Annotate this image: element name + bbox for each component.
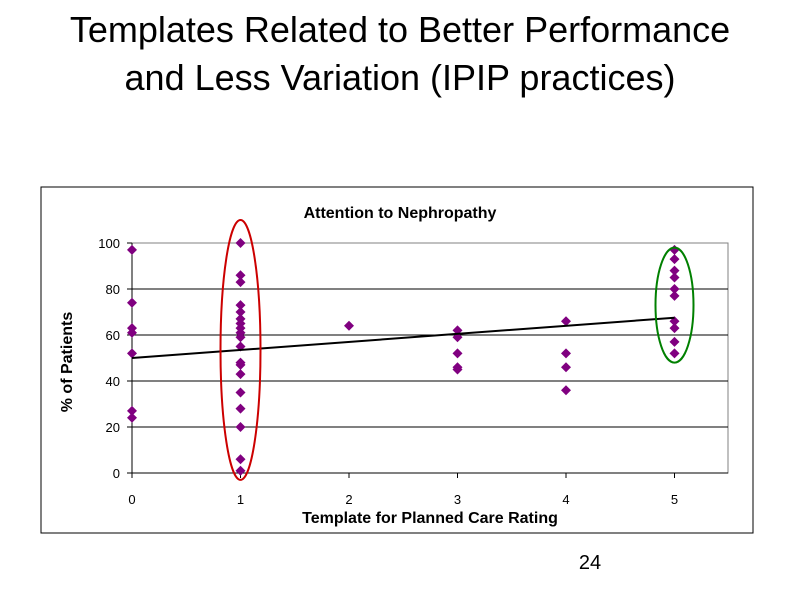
data-point — [452, 364, 463, 375]
y-tick-label: 80 — [106, 282, 120, 297]
y-tick-label: 20 — [106, 420, 120, 435]
data-point — [669, 290, 680, 301]
data-point — [235, 403, 246, 414]
data-point — [669, 284, 680, 294]
x-tick-label: 2 — [345, 492, 352, 507]
data-point — [235, 238, 246, 248]
y-tick-label: 40 — [106, 374, 120, 389]
data-point — [669, 265, 680, 276]
chart-title: Attention to Nephropathy — [304, 205, 497, 222]
highlight-ellipse — [219, 219, 262, 481]
data-point — [235, 270, 246, 281]
data-point — [127, 327, 137, 338]
y-tick-label: 0 — [113, 466, 120, 481]
data-point — [669, 323, 680, 334]
data-point — [127, 348, 137, 359]
data-point — [127, 244, 137, 255]
y-tick-label: 60 — [106, 328, 120, 343]
x-tick-label: 5 — [671, 492, 678, 507]
page-number: 24 — [578, 552, 602, 574]
data-point — [344, 320, 354, 331]
data-point — [235, 277, 246, 288]
data-point — [452, 348, 463, 359]
highlight-ellipse — [654, 246, 695, 364]
plot-area: 0 20 40 60 80 100 0 1 2 3 4 5 — [98, 219, 729, 507]
data-point — [127, 297, 137, 308]
data-point — [235, 422, 246, 432]
data-point — [235, 454, 246, 465]
data-point — [669, 272, 680, 283]
data-point — [669, 348, 680, 359]
x-tick-label: 0 — [128, 492, 135, 507]
data-point — [235, 332, 246, 343]
slide-title: Templates Related to Better Performance … — [69, 9, 731, 98]
y-tick-label: 100 — [98, 236, 120, 251]
y-axis-title: % of Patients — [59, 312, 76, 413]
data-point — [235, 387, 246, 398]
data-point — [235, 307, 246, 317]
data-point — [669, 254, 680, 265]
data-point — [561, 362, 571, 373]
trendline — [131, 316, 675, 359]
data-point — [235, 369, 246, 380]
data-point — [235, 359, 246, 370]
x-tick-label: 3 — [454, 492, 461, 507]
data-point — [561, 348, 571, 359]
data-point — [669, 336, 680, 347]
x-tick-label: 1 — [237, 492, 244, 507]
data-point — [127, 405, 137, 416]
plot-background — [131, 242, 729, 474]
data-point — [561, 316, 571, 327]
data-point — [235, 465, 246, 476]
data-point — [127, 412, 137, 423]
x-tick-label: 4 — [562, 492, 569, 507]
data-point — [561, 385, 571, 396]
data-point — [235, 300, 246, 311]
x-axis-title: Template for Planned Care Rating — [302, 510, 558, 527]
